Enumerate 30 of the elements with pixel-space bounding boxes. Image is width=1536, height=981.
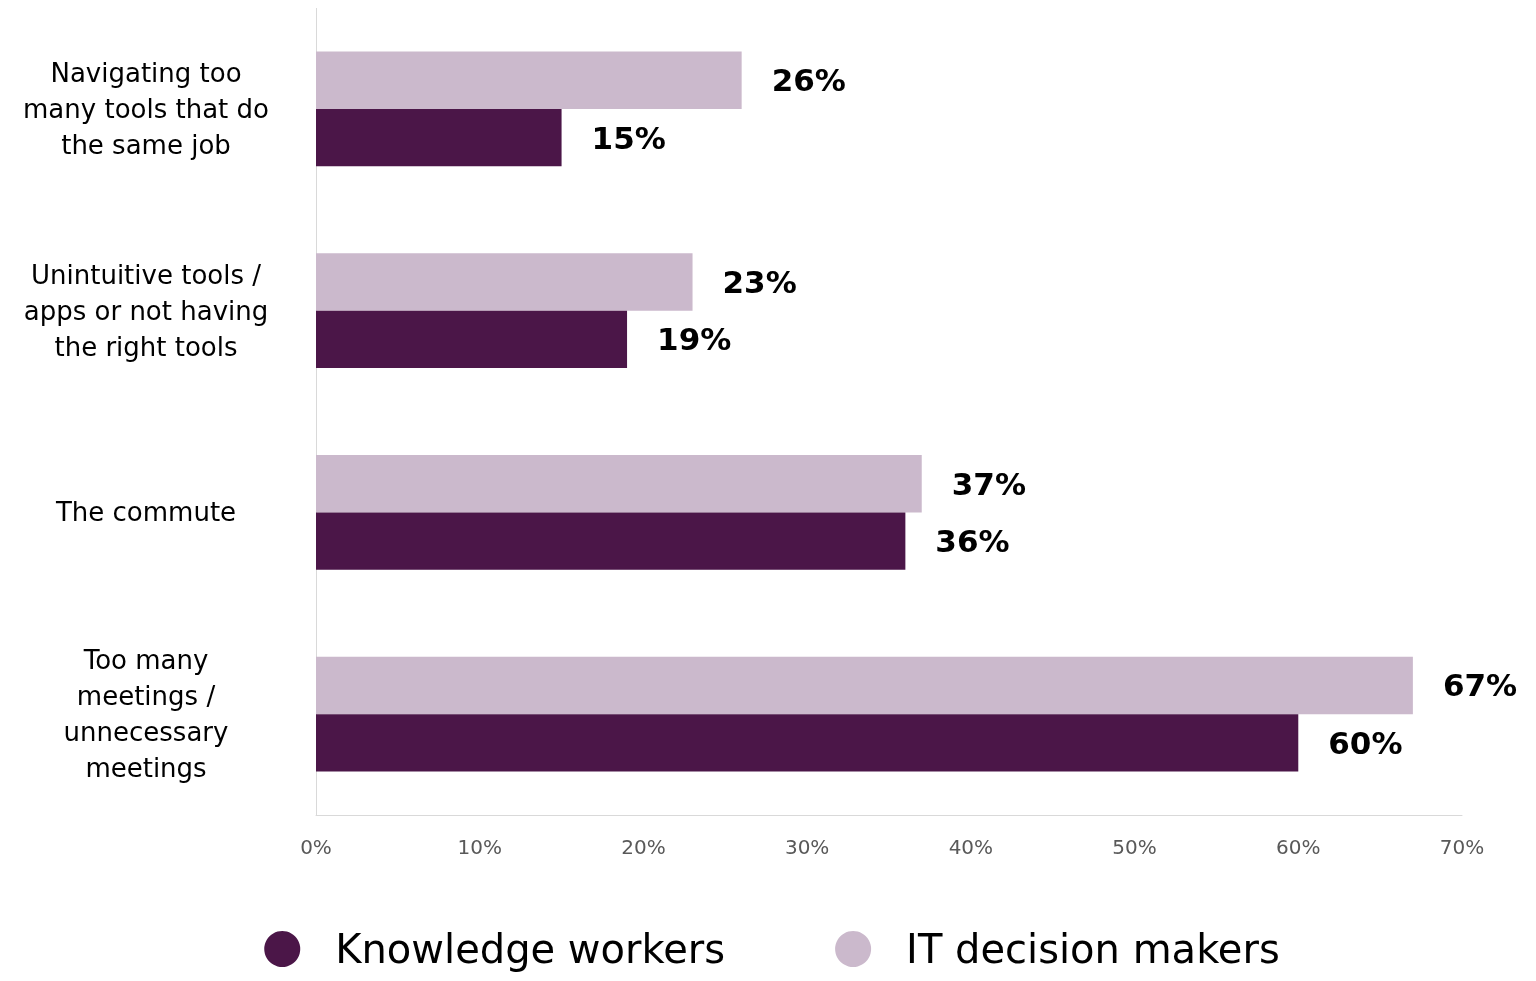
- y-tick-label: The commute: [54, 497, 237, 528]
- data-label: 36%: [935, 523, 1010, 560]
- x-tick-label: 30%: [784, 835, 830, 859]
- bar: [316, 253, 693, 311]
- bar: [316, 714, 1299, 772]
- legend-label: IT decision makers: [906, 926, 1280, 972]
- x-tick-label: 20%: [621, 835, 666, 859]
- legend-label: Knowledge workers: [335, 926, 726, 972]
- x-tick-label: 0%: [300, 835, 332, 859]
- bar: [316, 108, 562, 167]
- data-label: 26%: [771, 62, 846, 99]
- data-label: 23%: [722, 263, 797, 300]
- x-tick-label: 60%: [1276, 835, 1321, 859]
- bar: [316, 512, 906, 570]
- bar: [316, 51, 742, 109]
- x-tick-label: 70%: [1439, 835, 1485, 859]
- y-tick-label: Unintuitive tools / apps or not having the right tools: [23, 259, 269, 362]
- bar: [316, 310, 628, 369]
- data-label: 19%: [657, 321, 732, 358]
- bar: [316, 454, 922, 513]
- data-label: 37%: [951, 465, 1026, 502]
- y-tick-label: Too many meetings / unnecessary meetings: [63, 645, 229, 784]
- data-label: 60%: [1328, 724, 1403, 761]
- data-label: 67%: [1442, 667, 1518, 704]
- x-tick-label: 40%: [948, 835, 994, 859]
- x-tick-label: 10%: [457, 835, 502, 859]
- y-tick-label: Navigating too many tools that do the same job: [23, 57, 269, 160]
- data-label: 15%: [591, 119, 666, 156]
- x-tick-label: 50%: [1112, 835, 1157, 859]
- bar: [316, 656, 1413, 715]
